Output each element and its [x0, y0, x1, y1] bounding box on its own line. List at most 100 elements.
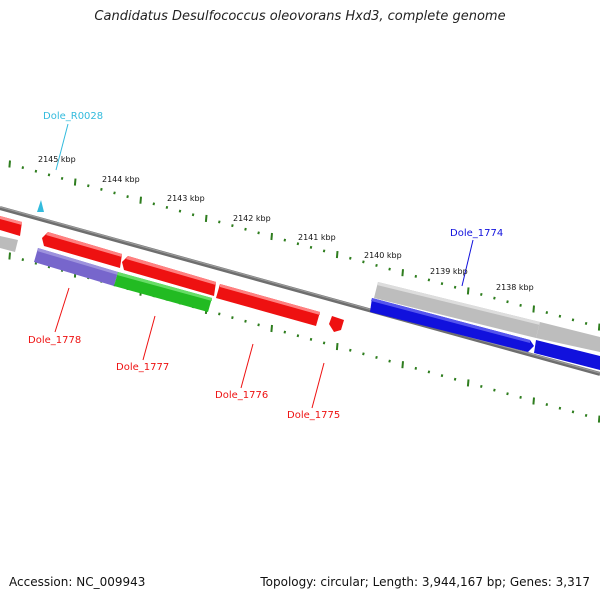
ruler-upper-minor-tick: [126, 195, 129, 199]
ruler-upper-minor-tick: [165, 205, 169, 209]
label-dole-1777[interactable]: Dole_1777: [116, 362, 169, 373]
ruler-lower-minor-tick: [244, 319, 247, 323]
leader-dole-1777: [142, 315, 156, 361]
ruler-upper-minor-tick: [100, 187, 103, 191]
label-dole-1774[interactable]: Dole_1774: [450, 228, 503, 239]
ruler-upper-minor-tick: [113, 191, 116, 195]
ruler-lower-minor-tick: [322, 341, 326, 345]
ruler-upper-minor-tick: [375, 263, 378, 267]
ruler-upper-minor-tick: [21, 166, 25, 170]
ruler-upper-minor-tick: [453, 285, 457, 289]
ruler-lower-minor-tick: [480, 384, 483, 388]
ruler-upper-minor-tick: [296, 242, 300, 246]
ruler-lower-minor-tick: [388, 359, 391, 363]
ruler-lower-minor-tick: [349, 348, 352, 352]
ruler-upper-minor-tick: [283, 238, 287, 242]
ruler-lower-minor-tick: [440, 374, 444, 378]
ruler-lower-minor-tick: [362, 352, 365, 356]
ruler-upper-major-tick: [204, 214, 208, 222]
tick-label-2143: 2143 kbp: [167, 194, 205, 203]
gene-dole-1778-purple-hl: [37, 248, 118, 275]
ruler-lower-major-tick: [8, 252, 11, 260]
gene-dole-1778-forward[interactable]: [42, 232, 122, 268]
ruler-lower-minor-tick: [545, 403, 549, 407]
ruler-lower-minor-tick: [519, 395, 522, 399]
tick-label-2145: 2145 kbp: [38, 155, 76, 164]
ruler-upper-minor-tick: [218, 220, 221, 224]
ruler-lower-minor-tick: [427, 370, 431, 374]
ruler-lower-minor-tick: [257, 323, 260, 327]
gene-dole-1776-forward[interactable]: [216, 284, 320, 326]
ruler-upper-major-tick: [466, 287, 470, 295]
leader-dole-1776: [240, 343, 254, 389]
ruler-lower-minor-tick: [558, 406, 562, 410]
ruler-lower-minor-tick: [21, 258, 25, 262]
ruler-upper-minor-tick: [493, 296, 496, 300]
ruler-upper-major-tick: [597, 323, 600, 331]
ruler-upper-minor-tick: [231, 224, 234, 228]
ruler-lower-major-tick: [597, 415, 600, 423]
gene-dole-r0028-rna[interactable]: [37, 200, 44, 212]
ruler-upper-minor-tick: [558, 314, 562, 318]
ruler-upper-minor-tick: [87, 184, 90, 188]
label-dole-1778[interactable]: Dole_1778: [28, 335, 81, 346]
ruler-lower-major-tick: [532, 397, 535, 405]
tick-label-2138: 2138 kbp: [496, 283, 534, 292]
label-dole-r0028[interactable]: Dole_R0028: [43, 111, 103, 122]
ruler-upper-minor-tick: [362, 260, 365, 264]
gene-dole-1776-forward-hl: [220, 284, 320, 315]
ruler-upper-minor-tick: [519, 303, 522, 307]
ruler-upper-minor-tick: [244, 227, 247, 231]
leader-dole-1775: [311, 362, 325, 409]
gene-grey-right-2: [536, 322, 600, 352]
ruler-upper: [8, 160, 600, 331]
ruler-lower-minor-tick: [283, 330, 287, 334]
ruler-upper-minor-tick: [309, 245, 313, 249]
tick-label-2144: 2144 kbp: [102, 175, 140, 184]
ruler-upper-minor-tick: [427, 278, 431, 282]
genome-backbone-highlight: [0, 206, 600, 374]
label-dole-1776[interactable]: Dole_1776: [215, 390, 268, 401]
gene-dole-1777-green-hl: [117, 272, 212, 301]
ruler-lower-minor-tick: [309, 337, 313, 341]
ruler-lower-minor-tick: [375, 355, 378, 359]
ruler-upper-major-tick: [335, 251, 339, 259]
tick-label-2141: 2141 kbp: [298, 233, 336, 242]
ruler-upper-minor-tick: [178, 209, 182, 213]
tick-label-2140: 2140 kbp: [364, 251, 402, 260]
ruler-upper-minor-tick: [506, 300, 509, 304]
ruler-upper-minor-tick: [47, 173, 51, 177]
gene-dole-1778-forward-hl: [46, 232, 122, 257]
tick-label-2139: 2139 kbp: [430, 267, 468, 276]
tick-label-2142: 2142 kbp: [233, 214, 271, 223]
ruler-lower-minor-tick: [453, 377, 457, 381]
ruler-upper-minor-tick: [60, 176, 64, 180]
gene-dole-1778-purple[interactable]: [34, 248, 118, 286]
ruler-upper-major-tick: [532, 305, 535, 313]
accession-text: Accession: NC_009943: [9, 575, 146, 589]
gene-dole-1777-forward[interactable]: [122, 256, 216, 296]
leader-dole-1778: [54, 287, 70, 333]
ruler-upper-minor-tick: [349, 256, 352, 260]
ruler-upper-minor-tick: [414, 274, 418, 278]
ruler-upper-minor-tick: [257, 231, 260, 235]
ruler-upper-major-tick: [401, 269, 404, 277]
ruler-lower-major-tick: [335, 343, 339, 351]
gene-blue-right[interactable]: [534, 340, 600, 370]
ruler-upper-minor-tick: [322, 249, 326, 253]
ruler-lower-minor-tick: [414, 366, 418, 370]
ruler-lower-major-tick: [466, 379, 470, 387]
ruler-lower-minor-tick: [571, 410, 575, 414]
gene-dole-1775-forward[interactable]: [329, 316, 344, 332]
label-dole-1775[interactable]: Dole_1775: [287, 410, 340, 421]
gene-dole-1777-green[interactable]: [114, 272, 212, 312]
ruler-upper-major-tick: [139, 196, 142, 204]
gene-grey-right-1-hl: [377, 282, 540, 325]
ruler-upper-major-tick: [8, 160, 11, 168]
ruler-lower-minor-tick: [506, 392, 509, 396]
map-title: Candidatus Desulfococcus oleovorans Hxd3…: [94, 9, 506, 24]
ruler-upper-major-tick: [73, 178, 77, 186]
gene-left-edge-forward-hl: [0, 216, 22, 225]
